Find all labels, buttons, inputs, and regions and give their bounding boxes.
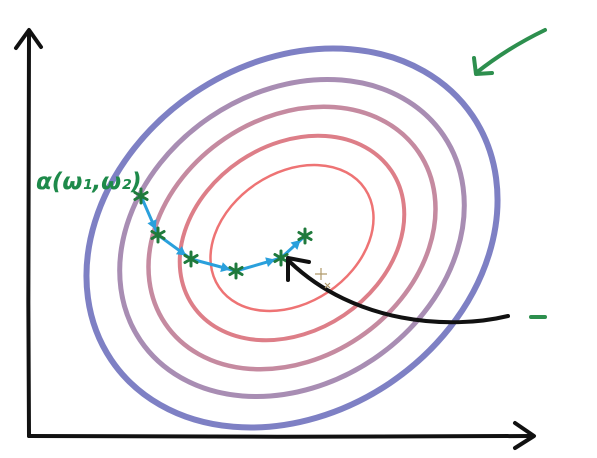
path-arrowheads	[147, 219, 301, 272]
pointer-arrow-shaft	[288, 260, 510, 325]
path-arrowhead	[290, 240, 301, 250]
path-arrowhead	[265, 257, 276, 267]
descent-path	[133, 187, 313, 280]
y-axis-arrowhead	[14, 28, 43, 50]
annotation-arrow-shaft	[474, 28, 547, 75]
contour-ellipses	[83, 45, 501, 431]
step-marker	[133, 187, 149, 205]
step-marker	[228, 262, 244, 280]
contour-ellipse	[83, 45, 501, 431]
annotation-arrow	[472, 28, 547, 76]
pointer-arrow	[286, 256, 510, 325]
contour-ellipse	[117, 76, 467, 400]
path-arrowhead	[175, 246, 187, 256]
pointer-arrowhead	[286, 256, 311, 282]
y-axis	[26, 30, 31, 438]
step-marker	[297, 227, 313, 245]
step-marker	[273, 249, 289, 267]
contour-ellipse	[177, 133, 407, 343]
annotation-arrowhead	[472, 56, 494, 76]
step-marker	[150, 226, 166, 244]
cursor-mark	[315, 268, 331, 289]
step-marker	[183, 250, 199, 268]
axes	[14, 28, 536, 450]
x-axis	[27, 434, 532, 439]
contour-ellipse	[146, 104, 438, 372]
x-axis-arrowhead	[513, 421, 536, 450]
step-markers	[133, 187, 313, 280]
point-label: α(ω₁,ω₂)	[36, 169, 142, 195]
path-arrowhead	[147, 219, 157, 230]
path-arrowhead	[220, 262, 231, 272]
